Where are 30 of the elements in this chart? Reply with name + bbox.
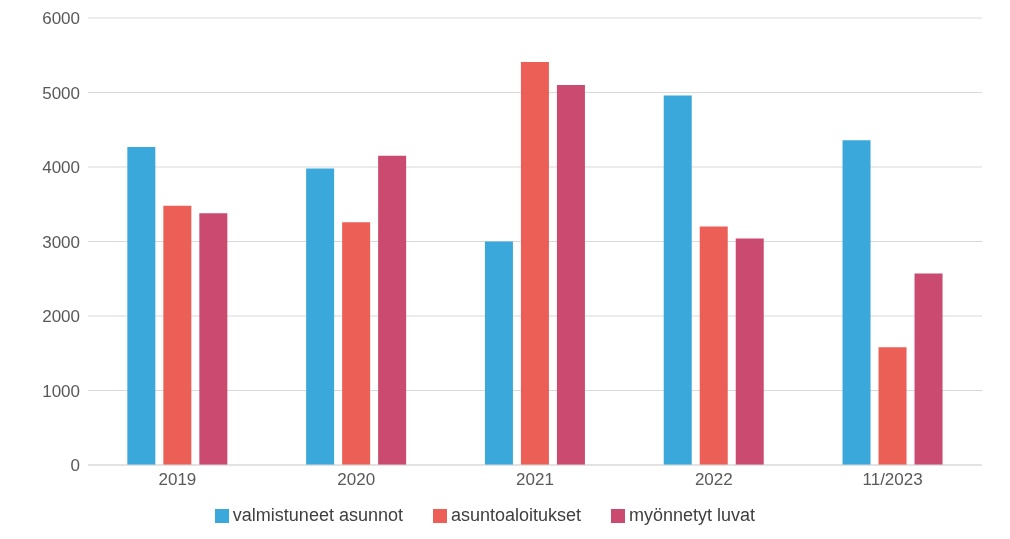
legend-label: myönnetyt luvat (629, 505, 756, 525)
bar (306, 168, 335, 465)
bar (378, 155, 407, 465)
bar (842, 140, 871, 465)
y-tick-label: 3000 (42, 232, 80, 252)
x-tick-label: 11/2023 (862, 470, 923, 490)
bar (663, 95, 692, 465)
legend-label: valmistuneet asunnot (232, 505, 403, 525)
y-tick-label: 6000 (42, 9, 80, 29)
bar (163, 205, 192, 465)
y-tick-label: 2000 (42, 307, 80, 327)
bar (199, 213, 228, 465)
bar (699, 226, 728, 465)
bar (914, 273, 943, 465)
x-tick-label: 2021 (516, 470, 554, 490)
bar (127, 146, 156, 465)
bar (878, 347, 907, 465)
y-tick-label: 1000 (42, 381, 80, 401)
bar (484, 241, 513, 465)
y-tick-label: 4000 (42, 158, 80, 178)
bar (735, 238, 764, 465)
bar (520, 61, 549, 465)
bar (556, 85, 585, 465)
x-tick-label: 2020 (337, 470, 376, 490)
x-tick-label: 2019 (158, 470, 197, 490)
bar (342, 222, 371, 465)
y-tick-label: 0 (70, 456, 80, 476)
x-tick-label: 2022 (694, 470, 733, 490)
y-tick-label: 5000 (42, 83, 80, 103)
legend-label: asuntoaloitukset (450, 505, 582, 525)
